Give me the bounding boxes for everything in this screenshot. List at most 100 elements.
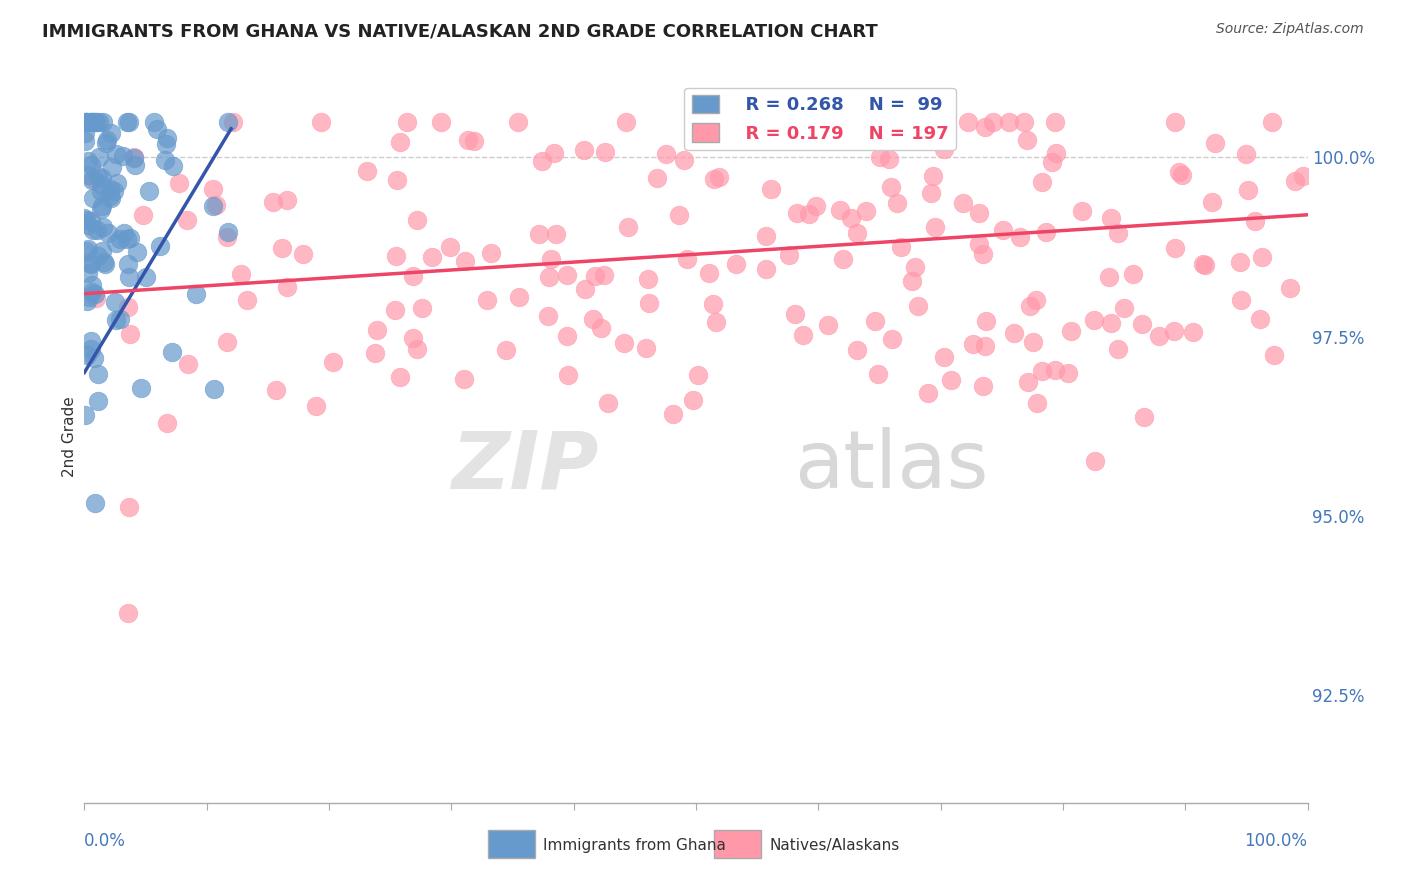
Point (94, 136, 117, 150)
Point (886, 196, 908, 211)
Point (1107, 342, 1129, 356)
Point (855, 204, 877, 219)
Point (920, 186, 942, 200)
Point (77, 168, 100, 182)
Point (75, 114, 97, 128)
Text: IMMIGRANTS FROM GHANA VS NATIVE/ALASKAN 2ND GRADE CORRELATION CHART: IMMIGRANTS FROM GHANA VS NATIVE/ALASKAN … (42, 22, 877, 40)
Point (75, 114, 97, 128)
Point (839, 211, 862, 225)
Point (235, 293, 257, 307)
Point (385, 173, 408, 187)
Point (1147, 329, 1170, 343)
Point (222, 114, 245, 128)
Point (117, 300, 139, 314)
Point (755, 229, 778, 244)
Point (972, 379, 994, 393)
Point (430, 114, 453, 128)
Point (156, 416, 179, 430)
Point (83, 286, 105, 301)
Point (80, 334, 103, 348)
Point (356, 163, 378, 178)
Point (761, 182, 783, 196)
Point (276, 194, 298, 208)
Point (385, 249, 408, 263)
Point (103, 184, 125, 198)
Point (475, 293, 498, 307)
Point (80, 343, 103, 357)
Point (94, 257, 117, 271)
Point (952, 195, 974, 210)
Point (80, 114, 103, 128)
Point (276, 280, 298, 294)
Point (596, 396, 619, 410)
Point (917, 386, 939, 401)
Point (162, 159, 184, 173)
Point (495, 343, 517, 358)
Point (582, 311, 605, 326)
Point (205, 198, 228, 212)
Point (91, 114, 114, 128)
Point (406, 342, 429, 356)
Point (217, 114, 239, 128)
Point (231, 267, 253, 281)
Point (574, 282, 596, 296)
Point (506, 114, 529, 128)
Point (530, 154, 553, 169)
Point (76, 218, 98, 232)
Point (645, 171, 668, 186)
Point (264, 384, 287, 398)
Point (1002, 326, 1025, 341)
Point (86, 222, 108, 236)
Point (112, 226, 135, 240)
Point (76, 266, 98, 280)
Point (1031, 175, 1053, 189)
Point (77, 154, 100, 169)
Point (1192, 257, 1215, 271)
Point (1019, 300, 1042, 314)
Point (974, 339, 997, 353)
Point (82, 223, 104, 237)
Point (100, 190, 122, 204)
Point (617, 220, 640, 235)
Y-axis label: 2nd Grade: 2nd Grade (62, 397, 77, 477)
Point (544, 227, 567, 241)
Point (90, 177, 112, 191)
Point (1278, 280, 1301, 294)
Point (865, 314, 887, 328)
Point (1284, 174, 1306, 188)
Point (1263, 348, 1285, 362)
Point (76, 114, 98, 128)
Point (177, 357, 200, 371)
Point (388, 370, 411, 384)
Point (1122, 267, 1144, 281)
Point (96, 133, 118, 147)
Point (395, 114, 418, 128)
Point (87, 114, 110, 128)
Text: 0.0%: 0.0% (84, 832, 127, 850)
Point (79, 158, 101, 172)
Point (668, 209, 690, 223)
Point (217, 225, 239, 239)
Point (1251, 250, 1274, 264)
Point (1025, 293, 1047, 308)
Point (80, 114, 103, 128)
Point (614, 114, 637, 128)
Point (80, 214, 103, 228)
Point (104, 295, 127, 310)
Point (463, 134, 485, 148)
Point (939, 373, 962, 387)
Point (100, 160, 122, 174)
Point (1244, 214, 1267, 228)
Point (934, 351, 956, 365)
Point (217, 334, 239, 349)
Point (1031, 364, 1053, 378)
Point (75, 114, 97, 128)
Point (654, 147, 676, 161)
Point (592, 268, 614, 282)
Point (401, 331, 423, 345)
Point (877, 152, 900, 166)
Point (100, 126, 122, 140)
Point (73, 211, 96, 226)
Point (907, 299, 929, 313)
Point (922, 169, 945, 183)
